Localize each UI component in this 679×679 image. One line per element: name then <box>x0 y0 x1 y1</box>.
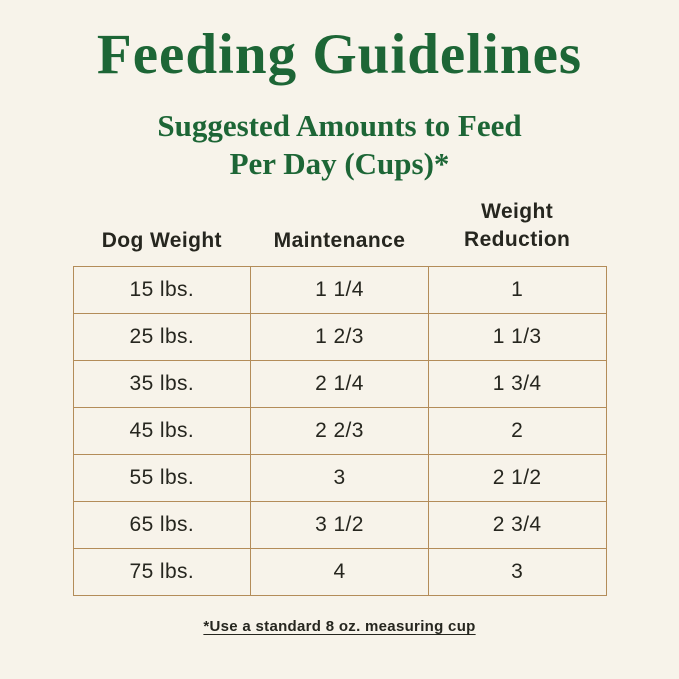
cell-dog-weight: 15 lbs. <box>72 265 252 314</box>
col-header-dog-weight: Dog Weight <box>73 198 251 266</box>
feeding-table: Dog Weight Maintenance Weight Reduction … <box>72 198 607 596</box>
col-header-maintenance: Maintenance <box>251 198 429 266</box>
table-head: Dog Weight Maintenance Weight Reduction <box>73 198 606 266</box>
table-row: 45 lbs. 2 2/3 2 <box>72 406 607 455</box>
col-header-weight-reduction: Weight Reduction <box>428 198 606 266</box>
cell-weight-reduction: 2 1/2 <box>427 453 607 502</box>
cell-maintenance: 4 <box>250 547 429 596</box>
table-row: 25 lbs. 1 2/3 1 1/3 <box>72 312 607 361</box>
table-body: 15 lbs. 1 1/4 1 25 lbs. 1 2/3 1 1/3 35 l… <box>72 265 607 596</box>
col-header-label: Maintenance <box>273 228 406 252</box>
subtitle-line-1: Suggested Amounts to Feed <box>157 107 522 143</box>
col-header-label: Weight Reduction <box>464 200 571 251</box>
table-row: 35 lbs. 2 1/4 1 3/4 <box>72 359 607 408</box>
cell-dog-weight: 75 lbs. <box>72 547 252 596</box>
cell-maintenance: 2 1/4 <box>250 359 429 408</box>
cell-maintenance: 3 <box>250 453 429 502</box>
table-header-row: Dog Weight Maintenance Weight Reduction <box>73 198 606 266</box>
table-row: 55 lbs. 3 2 1/2 <box>72 453 607 502</box>
cell-weight-reduction: 1 1/3 <box>427 312 607 361</box>
cell-dog-weight: 55 lbs. <box>72 453 252 502</box>
col-header-label: Dog Weight <box>101 228 222 252</box>
table-row: 65 lbs. 3 1/2 2 3/4 <box>72 500 607 549</box>
cell-weight-reduction: 2 <box>427 406 607 455</box>
table-row: 15 lbs. 1 1/4 1 <box>72 265 607 314</box>
page-title: Feeding Guidelines <box>96 23 583 86</box>
cell-dog-weight: 45 lbs. <box>72 406 252 455</box>
measuring-cup-footnote: *Use a standard 8 oz. measuring cup <box>203 617 476 635</box>
cell-dog-weight: 65 lbs. <box>72 500 252 549</box>
cell-weight-reduction: 2 3/4 <box>427 500 607 549</box>
cell-dog-weight: 35 lbs. <box>72 359 252 408</box>
cell-weight-reduction: 1 <box>427 265 607 314</box>
cell-dog-weight: 25 lbs. <box>72 312 252 361</box>
cell-maintenance: 3 1/2 <box>250 500 429 549</box>
page-subtitle: Suggested Amounts to Feed Per Day (Cups)… <box>0 107 679 183</box>
table-row: 75 lbs. 4 3 <box>72 547 607 596</box>
cell-weight-reduction: 3 <box>427 547 607 596</box>
cell-maintenance: 2 2/3 <box>250 406 429 455</box>
cell-maintenance: 1 1/4 <box>250 265 429 314</box>
cell-maintenance: 1 2/3 <box>250 312 429 361</box>
subtitle-line-2: Per Day (Cups)* <box>229 145 450 181</box>
cell-weight-reduction: 1 3/4 <box>427 359 607 408</box>
